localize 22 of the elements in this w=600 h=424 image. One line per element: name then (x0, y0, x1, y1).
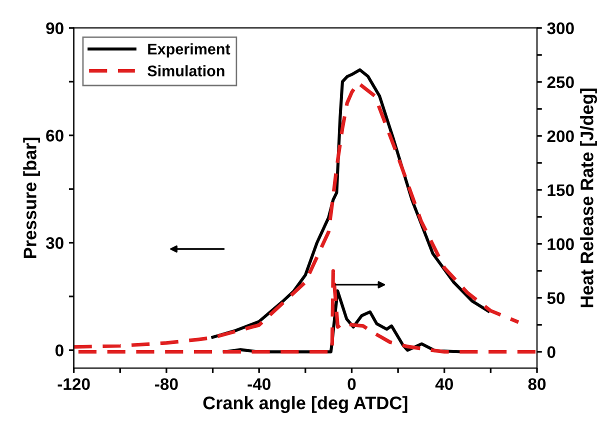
x-axis-title: Crank angle [deg ATDC] (203, 396, 408, 413)
y-tick-label: 60 (46, 130, 64, 142)
x-tick-label: -40 (248, 378, 270, 390)
y2-tick-label: 250 (547, 76, 574, 88)
y-axis-title: Pressure [bar] (23, 138, 40, 258)
y2-tick-label: 300 (547, 22, 574, 34)
x-tick-label: 0 (348, 378, 356, 390)
y2-tick-label: 0 (547, 346, 556, 358)
x-tick-label: 40 (435, 378, 453, 390)
y2-tick-label: 200 (547, 130, 574, 142)
x-tick-label: -120 (58, 378, 90, 390)
legend-label: Experiment (148, 43, 230, 58)
y2-tick-label: 50 (547, 292, 565, 304)
x-tick-label: 80 (528, 378, 546, 390)
y2-axis-title: Heat Release Rate [J/deg] (580, 88, 597, 308)
y-tick-label: 30 (46, 237, 64, 249)
legend-label: Simulation (148, 65, 224, 76)
y2-tick-label: 100 (548, 238, 574, 250)
y2-tick-label: 150 (548, 184, 574, 196)
x-tick-label: -80 (155, 378, 178, 390)
y-tick-label: 90 (46, 22, 64, 34)
y-tick-label: 0 (55, 344, 64, 356)
